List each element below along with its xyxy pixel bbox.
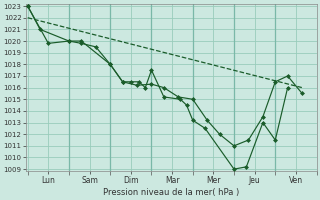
X-axis label: Pression niveau de la mer( hPa ): Pression niveau de la mer( hPa ) [103,188,239,197]
